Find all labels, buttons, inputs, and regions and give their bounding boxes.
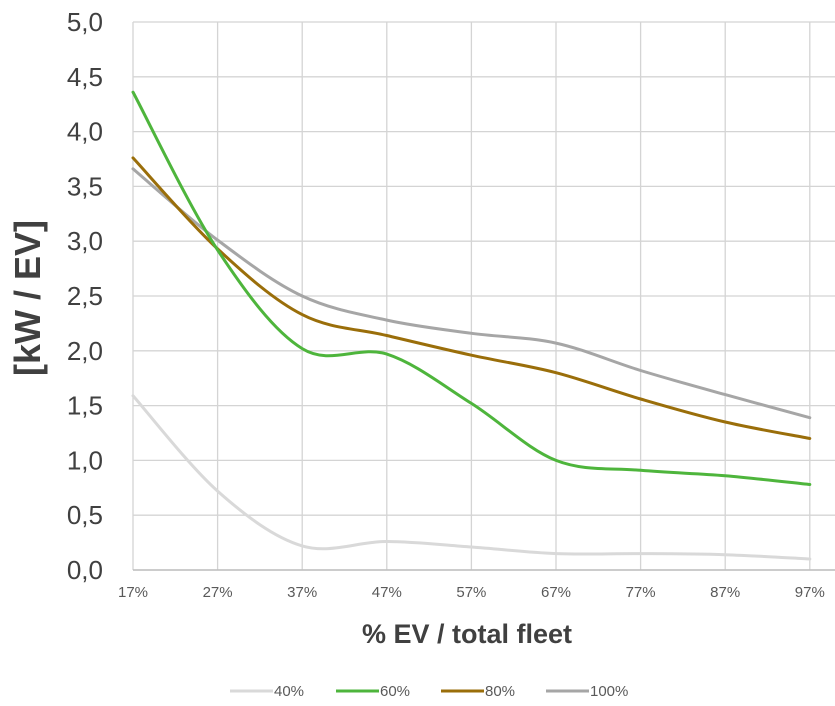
series-line-40pct <box>131 394 812 561</box>
legend-item: 60% <box>336 683 410 700</box>
y-tick-label: 4,0 <box>67 117 103 147</box>
y-tick-label: 3,5 <box>67 171 103 201</box>
legend-label: 100% <box>590 683 628 700</box>
y-tick-label: 2,0 <box>67 336 103 366</box>
series-lines <box>131 90 812 561</box>
y-tick-label: 1,0 <box>67 445 103 475</box>
x-axis-title: % EV / total fleet <box>362 619 572 649</box>
grid-lines <box>132 21 835 571</box>
x-tick-label: 37% <box>287 584 317 601</box>
series-line-100pct <box>131 167 812 420</box>
y-tick-label: 2,5 <box>67 281 103 311</box>
y-axis-tick-labels: 0,0 0,5 1,0 1,5 2,0 2,5 3,0 3,5 4,0 4,5 5,0 <box>67 7 103 585</box>
y-tick-label: 4,5 <box>67 62 103 92</box>
y-tick-label: 0,5 <box>67 500 103 530</box>
legend-item: 40% <box>230 683 304 700</box>
x-tick-label: 47% <box>372 584 402 601</box>
legend-item: 80% <box>441 683 515 700</box>
y-tick-label: 1,5 <box>67 391 103 421</box>
series-line-60pct <box>131 90 812 486</box>
legend-label: 40% <box>274 683 304 700</box>
x-tick-label: 87% <box>710 584 740 601</box>
legend-label: 80% <box>485 683 515 700</box>
y-tick-label: 5,0 <box>67 7 103 37</box>
y-tick-label: 0,0 <box>67 555 103 585</box>
x-tick-label: 77% <box>626 584 656 601</box>
x-tick-label: 57% <box>456 584 486 601</box>
y-tick-label: 3,0 <box>67 226 103 256</box>
x-tick-label: 97% <box>795 584 825 601</box>
legend: 40% 60% 80% 100% <box>230 683 628 700</box>
x-tick-label: 67% <box>541 584 571 601</box>
y-axis-title: [kW / EV] <box>7 220 48 376</box>
legend-item: 100% <box>546 683 628 700</box>
legend-label: 60% <box>380 683 410 700</box>
x-tick-label: 17% <box>118 584 148 601</box>
x-axis-tick-labels: 17% 27% 37% 47% 57% 67% 77% 87% 97% <box>118 584 825 601</box>
series-line-80pct <box>131 156 812 440</box>
x-tick-label: 27% <box>203 584 233 601</box>
